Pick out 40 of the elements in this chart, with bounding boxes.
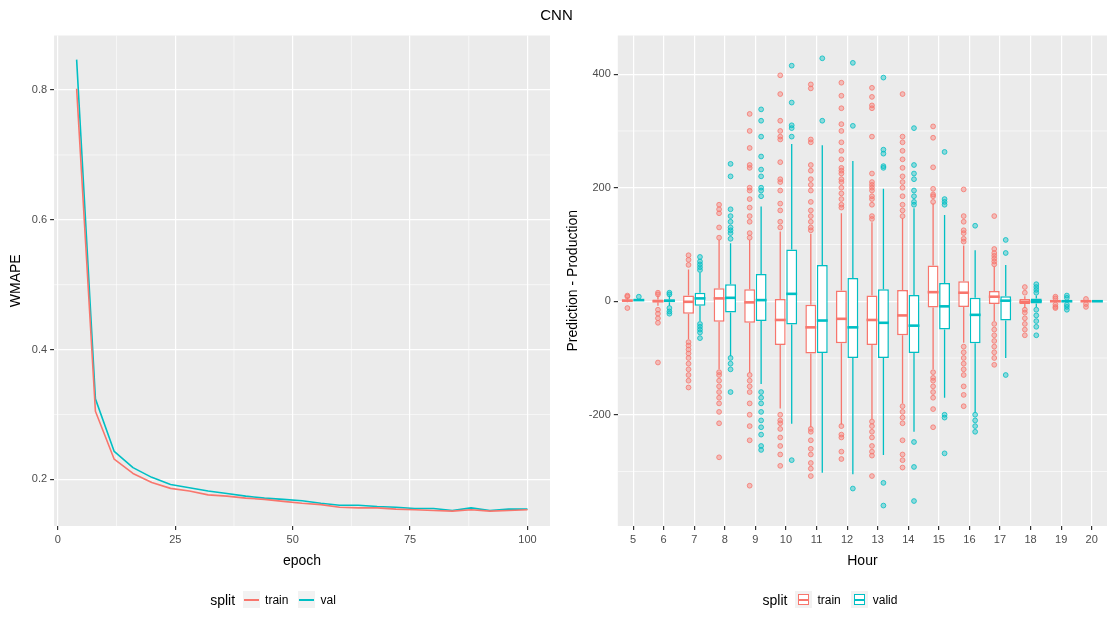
y-tick-label: 0 [604,294,611,307]
y-tick-label: 0.2 [31,472,48,485]
x-tick-label: 11 [810,532,823,545]
legend-label: valid [872,592,898,607]
legend-title: split [210,591,236,608]
y-tick-label: 0.8 [31,83,48,96]
x-tick-label: 7 [691,532,698,545]
legend-label: val [320,592,336,607]
x-tick-label: 18 [1024,532,1037,545]
x-tick-label: 0 [54,532,61,545]
y-tick-label: 0.6 [31,212,48,225]
y-tick-label: 0.4 [31,342,48,355]
x-tick-label: 50 [286,532,299,545]
x-tick-label: 75 [403,532,417,545]
legend-label: train [817,592,841,607]
x-tick-label: 15 [932,532,945,545]
x-tick-label: 14 [902,532,915,545]
x-tick-label: 6 [660,532,667,545]
x-tick-label: 20 [1085,532,1098,545]
x-tick-label: 8 [721,532,728,545]
legend-label: train [265,592,289,607]
chart-title: CNN [539,6,574,23]
y-tick-label: -200 [588,407,611,420]
x-tick-label: 17 [993,532,1007,545]
x-tick-label: 12 [841,532,854,545]
y-tick-label: 400 [592,67,611,80]
x-tick-label: 100 [518,532,537,545]
x-tick-label: 19 [1055,532,1068,545]
y-axis-title: Prediction - Production [564,209,581,352]
x-axis-title: epoch [282,552,322,569]
x-tick-label: 5 [630,532,637,545]
y-tick-label: 200 [592,180,611,193]
legend-title: split [762,591,788,608]
x-tick-label: 25 [169,532,182,545]
x-tick-label: 10 [779,532,793,545]
x-tick-label: 13 [871,532,884,545]
y-axis-title: WMAPE [7,254,24,308]
x-tick-label: 16 [963,532,976,545]
x-axis-title: Hour [847,552,878,569]
x-tick-label: 9 [752,532,759,545]
